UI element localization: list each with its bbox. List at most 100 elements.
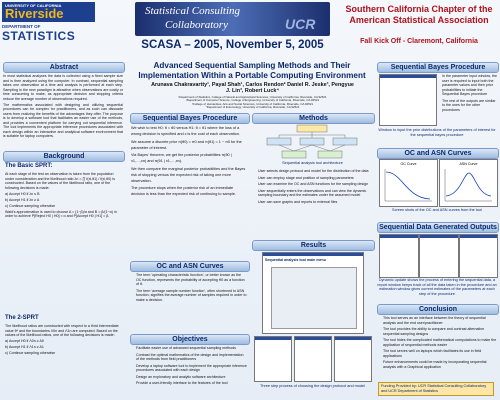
output-screenshot [419, 234, 459, 278]
title-bar [380, 75, 436, 78]
asn-curve [444, 169, 492, 202]
authors: Arunava Chakravartty¹, Payal Shah¹, Carl… [151, 82, 354, 95]
title-bar [380, 235, 418, 238]
bullet: In the parameter input window, the user … [442, 74, 497, 97]
step-screenshot [334, 336, 372, 382]
step-screenshot [254, 336, 292, 382]
objectives-bullets: Facilitate easier use of advanced sequen… [131, 346, 247, 398]
bullet: User can employ stage and position of sa… [258, 176, 373, 181]
subheading: The Basic SPRT: [5, 163, 53, 169]
paragraph: c) Continue sampling otherwise [5, 203, 56, 208]
bullet: Develop a laptop software tool to implem… [136, 364, 247, 373]
paragraph: Wald's approximation is used to choose A… [5, 209, 117, 219]
figure-caption: Sequential analysis tool architecture [282, 161, 343, 165]
title-bar [295, 337, 331, 340]
section-heading: Objectives [130, 334, 250, 345]
screen-title: Sequential analysis tool main menu [265, 258, 326, 262]
asn-plot: ASN Curve [439, 159, 498, 207]
paragraph: Via Bayes' theorem, we get the posterior… [131, 153, 232, 163]
paragraph: The procedure stops when the posterior r… [131, 186, 236, 196]
output-screenshot [459, 234, 498, 278]
paragraph: The mathematics associated with designin… [3, 102, 123, 139]
section-heading: OC and ASN Curves [130, 261, 250, 272]
paragraph: In most statistical analyses the data is… [3, 74, 123, 101]
section-heading: Sequential Bayes Procedure [130, 113, 250, 124]
bullet: The tool provides the ability to compare… [383, 327, 497, 336]
section-heading: Methods [252, 113, 375, 124]
bullet: Facilitate easier use of advanced sequen… [136, 346, 247, 351]
bullet: User can save graphs and reports to exte… [258, 200, 373, 205]
bullet: Design an exploratory and analytic softw… [136, 375, 247, 380]
bayes-caption: Window to input the prior distributions … [378, 128, 496, 137]
paragraph: b) Accept H1 if Λ1n ≥ A1 [5, 345, 44, 349]
department-name: STATISTICS [2, 29, 76, 43]
abstract-text: In most statistical analyses the data is… [3, 74, 123, 149]
line: ⁴Department of Entomology, University of… [205, 105, 300, 110]
subheading: The 2-SPRT [5, 315, 39, 321]
paragraph: We assume a discrete prior π(θ0) = π0 an… [131, 139, 242, 150]
bullet: The rest of the outputs are similar to t… [442, 99, 497, 113]
bullet: User can examine the OC and ASN function… [258, 182, 373, 187]
affiliations: ¹Department of Statistics, College of Na… [135, 95, 370, 110]
methods-bullets: User selects design protocol and model f… [253, 169, 373, 237]
line: ¹Department of Statistics, College of Na… [178, 95, 327, 99]
outputs-caption: Dynamic update shows the process of ente… [377, 278, 497, 296]
event: SCASA – 2005, November 5, 2005 [141, 39, 324, 51]
oc-caption: Screen shots of the OC and ASN curves fr… [392, 208, 482, 212]
bullet: The term 'average sample number function… [136, 289, 247, 303]
paragraph: We then compare the marginal posterior p… [131, 166, 246, 183]
bayes-text: We wish to test H0: θ = θ0 versus H1: θ … [131, 125, 247, 258]
paragraph: a) Accept H0 if λn ≤ B [5, 191, 40, 196]
line: ³College of Humanities, Arts and Social … [191, 101, 314, 106]
paragraph: b) Accept H1 if λn ≥ A [5, 197, 40, 202]
kickoff: Fall Kick Off - Claremont, California [360, 38, 478, 45]
campus: Riverside [5, 6, 64, 21]
sprt-text: At each stage of the test an observation… [5, 172, 123, 312]
step-screenshot [294, 336, 332, 382]
section-heading: OC and ASN Curves [377, 148, 499, 159]
section-heading: Results [252, 240, 375, 251]
funding: Funding Provided by: UCR Statistical Con… [378, 382, 494, 396]
paragraph: a) Accept H0 if Λ0n ≥ A0 [5, 339, 44, 343]
oc-asn-bullets: The term 'operating characteristic funct… [131, 273, 247, 331]
poster-title: Advanced Sequential Sampling Methods and… [138, 61, 366, 80]
section-heading: Background [3, 151, 125, 162]
menu-panel [271, 267, 357, 329]
section-heading: Sequential Bayes Procedure [377, 62, 499, 73]
bullet: Provide a user-friendly interface to the… [136, 381, 247, 386]
plot-title: ASN Curve [459, 162, 478, 166]
results-caption: Three step process of choosing the desig… [260, 384, 365, 388]
banner: Statistical Consulting Collaboratory UCR [135, 2, 330, 36]
main-menu-screenshot: Sequential analysis tool main menu [262, 252, 364, 334]
section-heading: Conclusion [377, 304, 499, 315]
prior-screenshot [379, 74, 437, 126]
title-bar [335, 337, 371, 340]
two-sprt-text: The likelihood ratios are constructed wi… [5, 324, 123, 397]
university: UNIVERSITY OF CALIFORNIA [5, 3, 62, 8]
section-heading: Sequential Data Generated Outputs [377, 222, 499, 233]
oc-curve [384, 169, 432, 202]
oc-plot: OC Curve [379, 159, 438, 207]
architecture-diagram [266, 124, 358, 159]
paragraph: At each stage of the test an observation… [5, 172, 115, 190]
banner-ucr: UCR [285, 16, 316, 32]
bullet: User selects design protocol and model f… [258, 169, 373, 174]
bullet: Contrast the optimal mathematics of the … [136, 353, 247, 362]
bullet: The term 'operating characteristic funct… [136, 273, 247, 287]
bullet: The tool hides the complicated mathemati… [383, 338, 497, 347]
bullet: Future enhancements could be made by inc… [383, 360, 497, 369]
bullet: This tool serves as an interface between… [383, 316, 497, 325]
banner-line1: Statistical Consulting [145, 5, 241, 17]
chapter: Southern California Chapter of the Ameri… [345, 4, 493, 25]
title-bar [255, 337, 291, 340]
paragraph: We wish to test H0: θ = θ0 versus H1: θ … [131, 126, 240, 136]
bullet: The tool serves well on laptops which fa… [383, 349, 497, 358]
ucr-logo: UNIVERSITY OF CALIFORNIA Riverside [2, 2, 95, 22]
paragraph: The likelihood ratios are constructed wi… [5, 324, 119, 337]
line: ²Department of Computer Science, College… [185, 98, 320, 103]
title-bar [460, 235, 497, 238]
department: DEPARTMENT OF [2, 24, 41, 29]
bullet: User sequentially enters the observation… [258, 189, 373, 198]
conclusion-bullets: This tool serves as an interface between… [378, 316, 497, 380]
